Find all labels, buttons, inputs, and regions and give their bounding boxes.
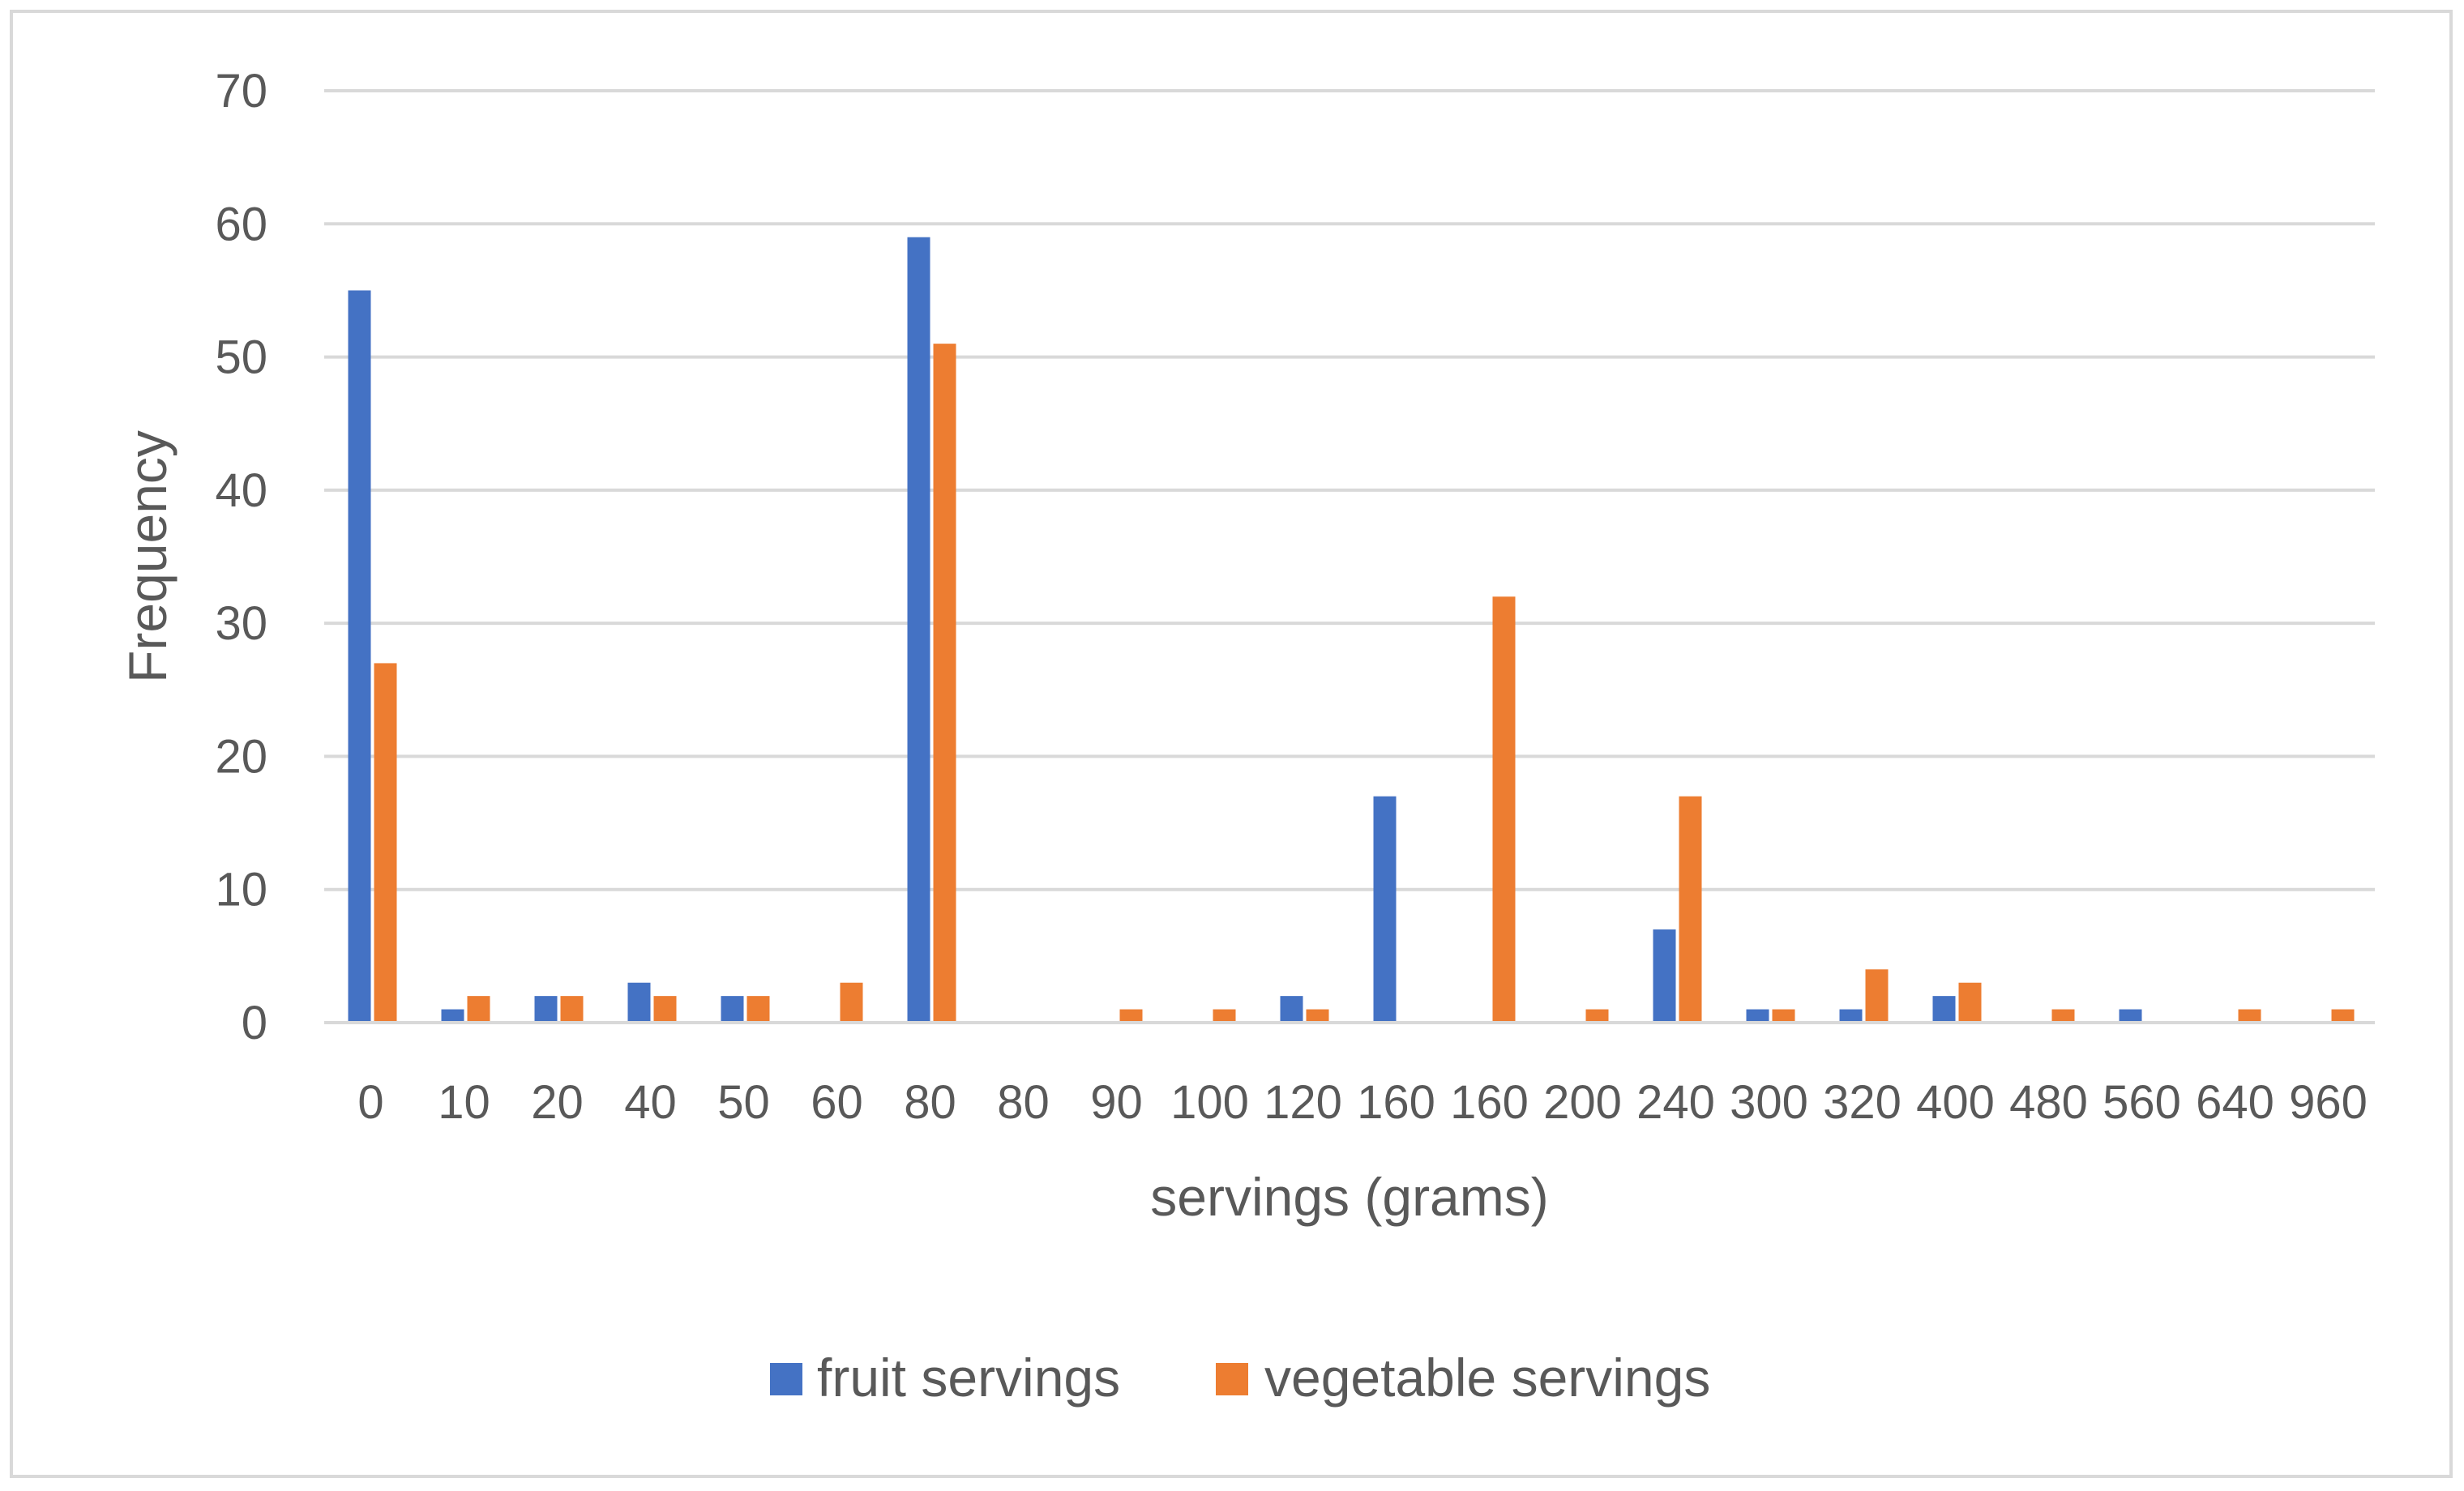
bar	[441, 1009, 464, 1023]
bar	[1839, 1009, 1863, 1023]
x-tick-label: 50	[717, 1076, 770, 1129]
bar	[374, 663, 397, 1023]
legend-label: fruit servings	[817, 1348, 1120, 1408]
x-tick-label: 300	[1730, 1076, 1808, 1129]
x-tick-label: 560	[2103, 1076, 2181, 1129]
legend-swatch	[1216, 1363, 1248, 1395]
bar	[2331, 1009, 2355, 1023]
x-tick-label: 640	[2196, 1076, 2274, 1129]
gridlines	[324, 89, 2375, 891]
x-tick-label: 160	[1450, 1076, 1529, 1129]
bar	[721, 996, 744, 1023]
bar	[534, 996, 558, 1023]
x-tick-label: 160	[1357, 1076, 1435, 1129]
bars	[348, 237, 2355, 1023]
x-axis-ticks: 0 10 20 40 50 60 80 80 90 100 120 160 160 200 240 300 32…	[357, 1076, 2368, 1129]
x-tick-label: 480	[2009, 1076, 2088, 1129]
x-tick-label: 240	[1636, 1076, 1715, 1129]
legend: fruit servings vegetable servings	[770, 1348, 1710, 1408]
y-tick-label: 20	[215, 730, 267, 783]
bar	[2119, 1009, 2142, 1023]
bar	[933, 344, 956, 1023]
x-tick-label: 10	[438, 1076, 490, 1129]
x-tick-label: 120	[1264, 1076, 1342, 1129]
x-tick-label: 60	[811, 1076, 863, 1129]
legend-label: vegetable servings	[1264, 1348, 1710, 1408]
y-axis-ticks: 0 10 20 30 40 50 60 70	[215, 65, 267, 1049]
y-tick-label: 0	[242, 997, 267, 1049]
bar	[1746, 1009, 1769, 1023]
x-tick-label: 20	[531, 1076, 584, 1129]
bar	[746, 996, 770, 1023]
x-tick-label: 90	[1090, 1076, 1143, 1129]
bar	[1653, 929, 1676, 1023]
y-tick-label: 60	[215, 198, 267, 250]
bar	[1492, 596, 1516, 1023]
x-tick-label: 960	[2289, 1076, 2368, 1129]
x-tick-label: 80	[997, 1076, 1050, 1129]
x-tick-label: 400	[1916, 1076, 1995, 1129]
x-tick-label: 80	[904, 1076, 956, 1129]
y-axis-title: Frequency	[118, 430, 178, 683]
bar	[467, 996, 490, 1023]
x-tick-label: 40	[624, 1076, 677, 1129]
bar	[627, 982, 651, 1023]
y-tick-label: 40	[215, 464, 267, 517]
legend-swatch	[770, 1363, 802, 1395]
bar	[1213, 1009, 1236, 1023]
bar	[2051, 1009, 2075, 1023]
bar	[1373, 796, 1397, 1023]
bar	[1306, 1009, 1329, 1023]
y-tick-label: 70	[215, 65, 267, 117]
bar	[653, 996, 677, 1023]
x-tick-label: 320	[1823, 1076, 1901, 1129]
x-tick-label: 100	[1170, 1076, 1249, 1129]
bar	[1932, 996, 1956, 1023]
bar	[1280, 996, 1303, 1023]
chart-frame	[10, 10, 2453, 1478]
x-tick-label: 200	[1543, 1076, 1622, 1129]
bar	[1772, 1009, 1795, 1023]
bar	[1679, 796, 1702, 1023]
y-tick-label: 50	[215, 331, 267, 384]
y-tick-label: 10	[215, 864, 267, 916]
y-tick-label: 30	[215, 597, 267, 650]
bar	[1958, 982, 1982, 1023]
bar	[1119, 1009, 1143, 1023]
bar	[907, 237, 930, 1023]
bar	[1585, 1009, 1609, 1023]
bar	[348, 290, 371, 1023]
bar	[1865, 969, 1889, 1023]
x-axis-title: servings (grams)	[1150, 1167, 1548, 1227]
bar	[840, 982, 863, 1023]
bar	[560, 996, 584, 1023]
x-tick-label: 0	[357, 1076, 383, 1129]
bar	[2238, 1009, 2261, 1023]
